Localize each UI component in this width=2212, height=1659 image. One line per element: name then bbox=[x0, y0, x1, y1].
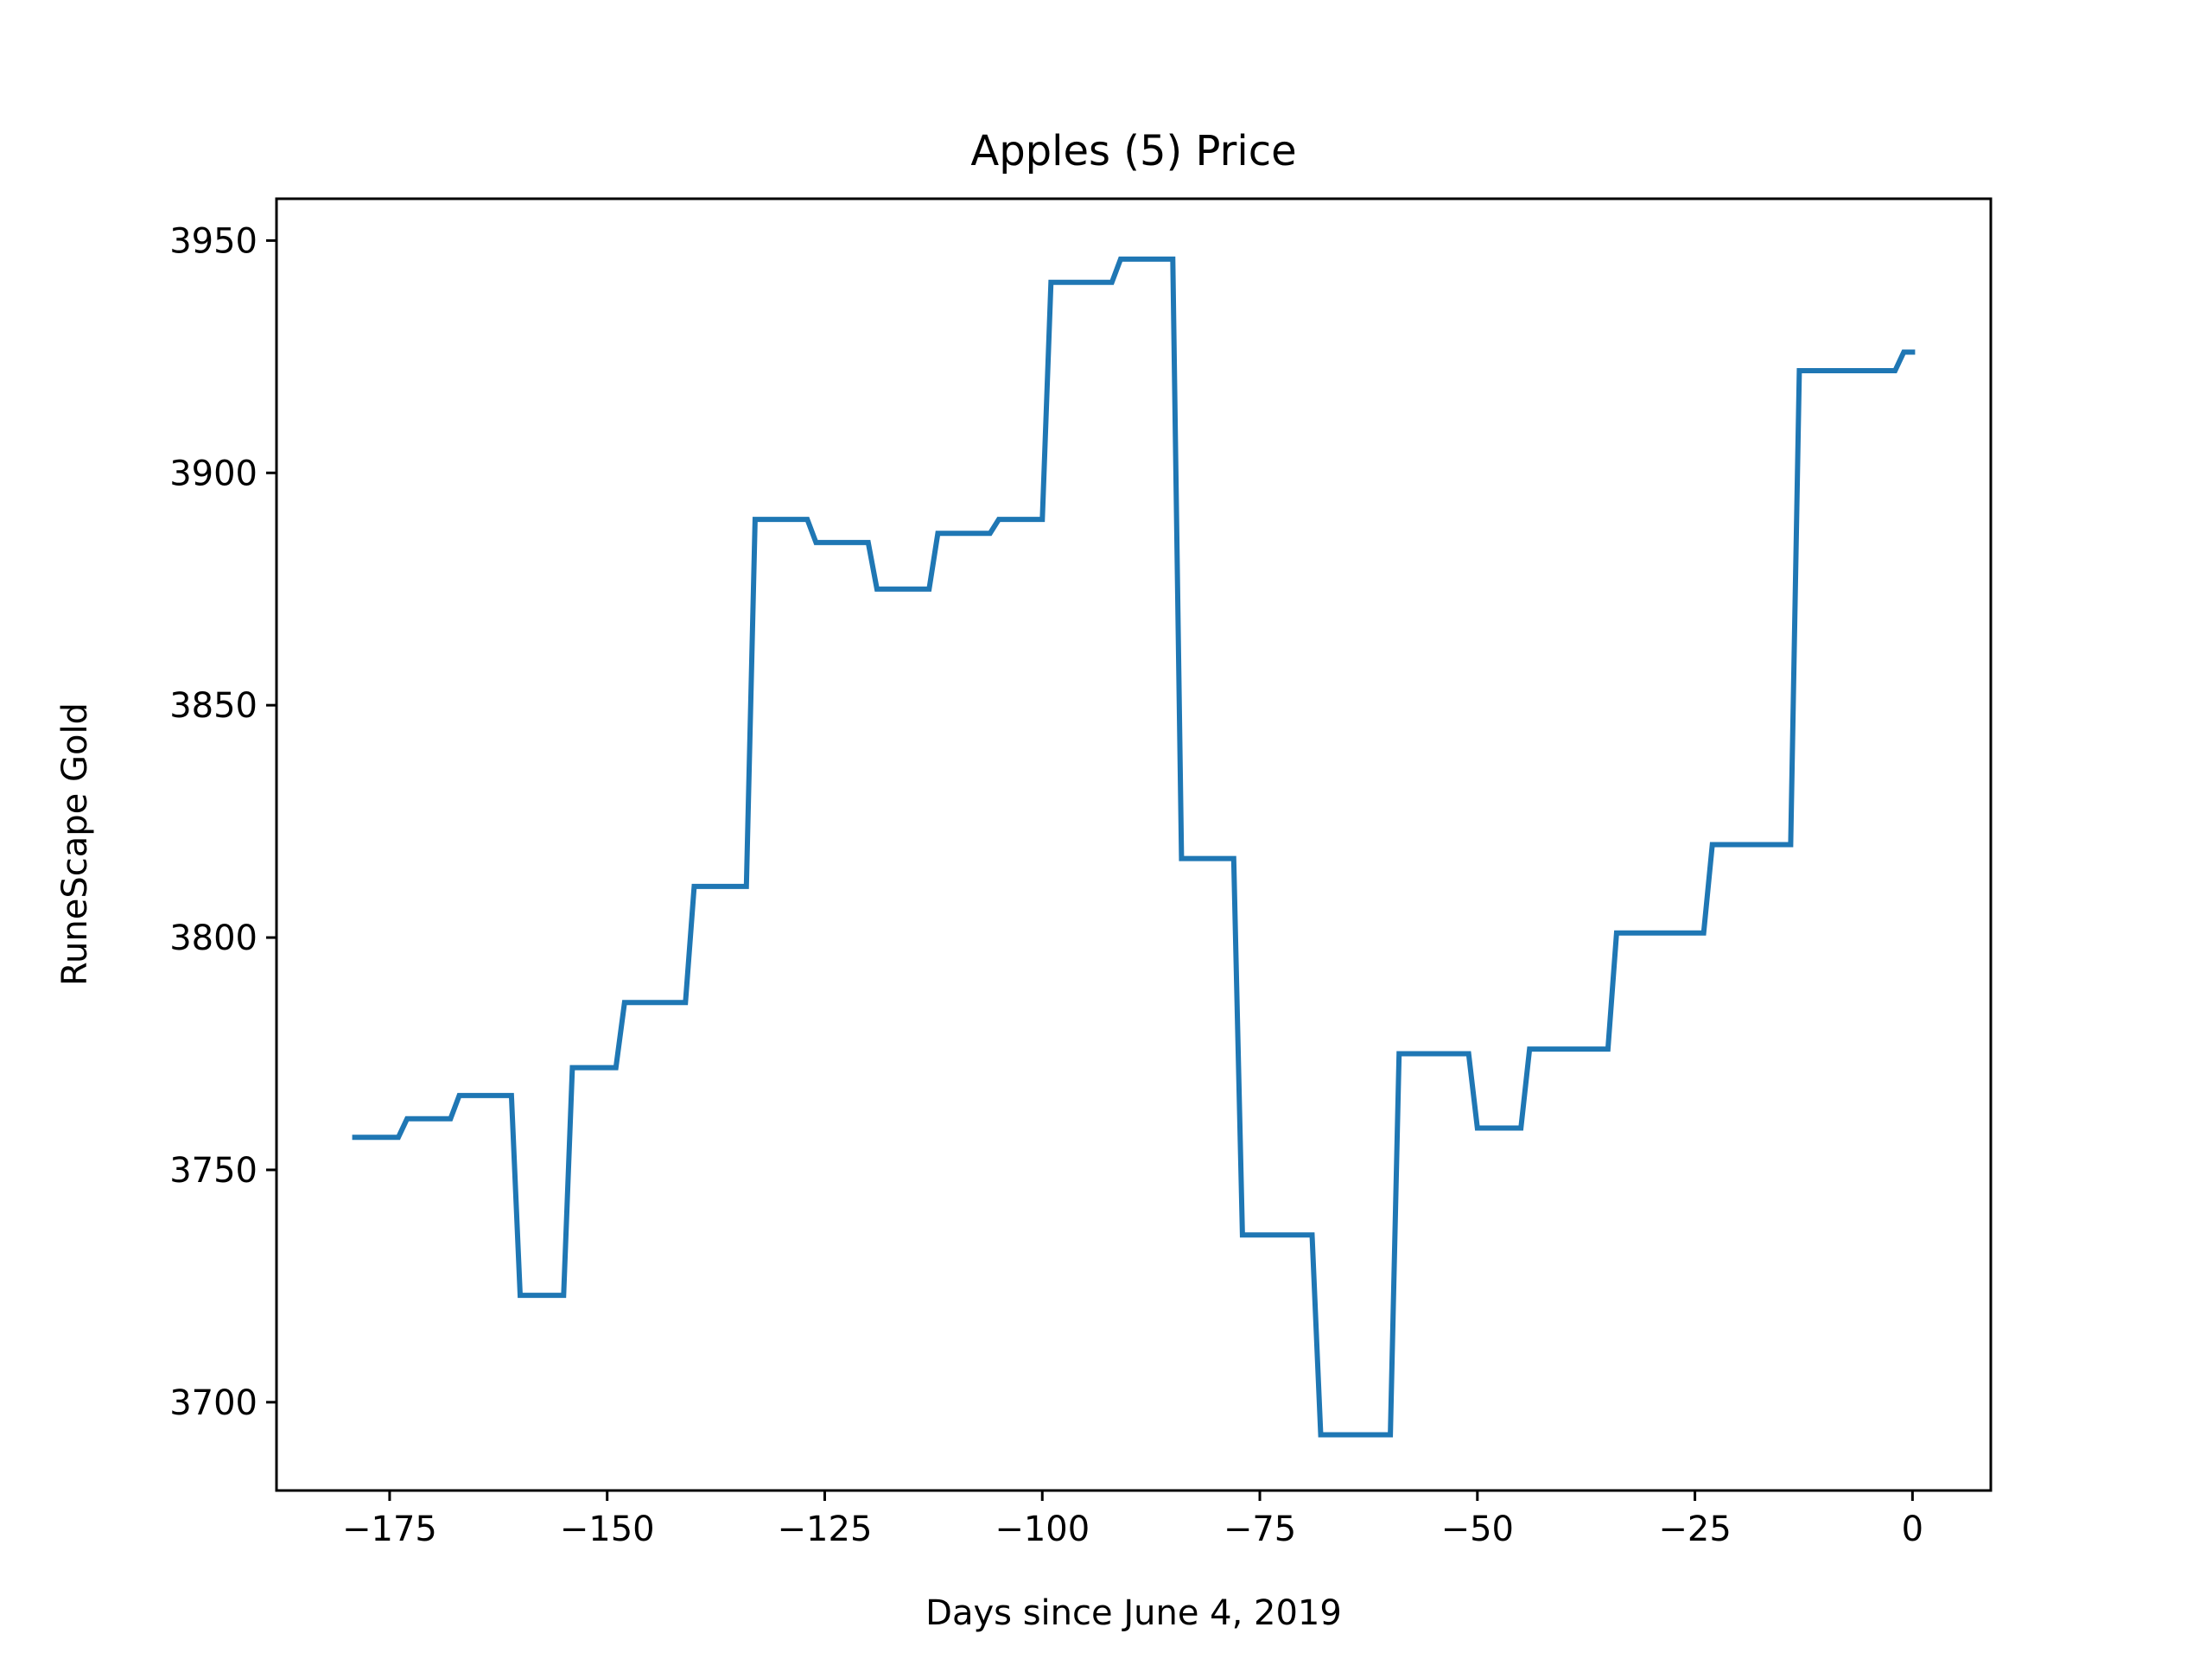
x-tick-label: −125 bbox=[778, 1510, 873, 1549]
x-axis-ticks: −175 −150 −125 −100 −75 −50 −25 0 bbox=[342, 1491, 1923, 1549]
y-tick-label: 3900 bbox=[169, 454, 257, 493]
chart-title: Apples (5) Price bbox=[970, 127, 1296, 175]
x-tick-label: −175 bbox=[342, 1510, 437, 1549]
x-axis-label: Days since June 4, 2019 bbox=[925, 1593, 1342, 1633]
series-line bbox=[352, 256, 1916, 1438]
x-tick-label: −50 bbox=[1441, 1510, 1514, 1549]
x-tick-label: −25 bbox=[1658, 1510, 1731, 1549]
y-tick-label: 3800 bbox=[169, 918, 257, 958]
y-axis-label: RuneScape Gold bbox=[55, 702, 95, 986]
x-tick-label: −75 bbox=[1224, 1510, 1296, 1549]
x-tick-label: −100 bbox=[995, 1510, 1090, 1549]
y-tick-label: 3850 bbox=[169, 686, 257, 726]
x-tick-label: −150 bbox=[560, 1510, 655, 1549]
y-axis-ticks: 3700 3750 3800 3850 3900 3950 bbox=[169, 221, 276, 1423]
plot-frame bbox=[275, 197, 1993, 1492]
y-tick-label: 3950 bbox=[169, 221, 257, 261]
x-tick-label: 0 bbox=[1902, 1510, 1923, 1549]
y-tick-label: 3700 bbox=[169, 1383, 257, 1423]
y-tick-label: 3750 bbox=[169, 1151, 257, 1191]
